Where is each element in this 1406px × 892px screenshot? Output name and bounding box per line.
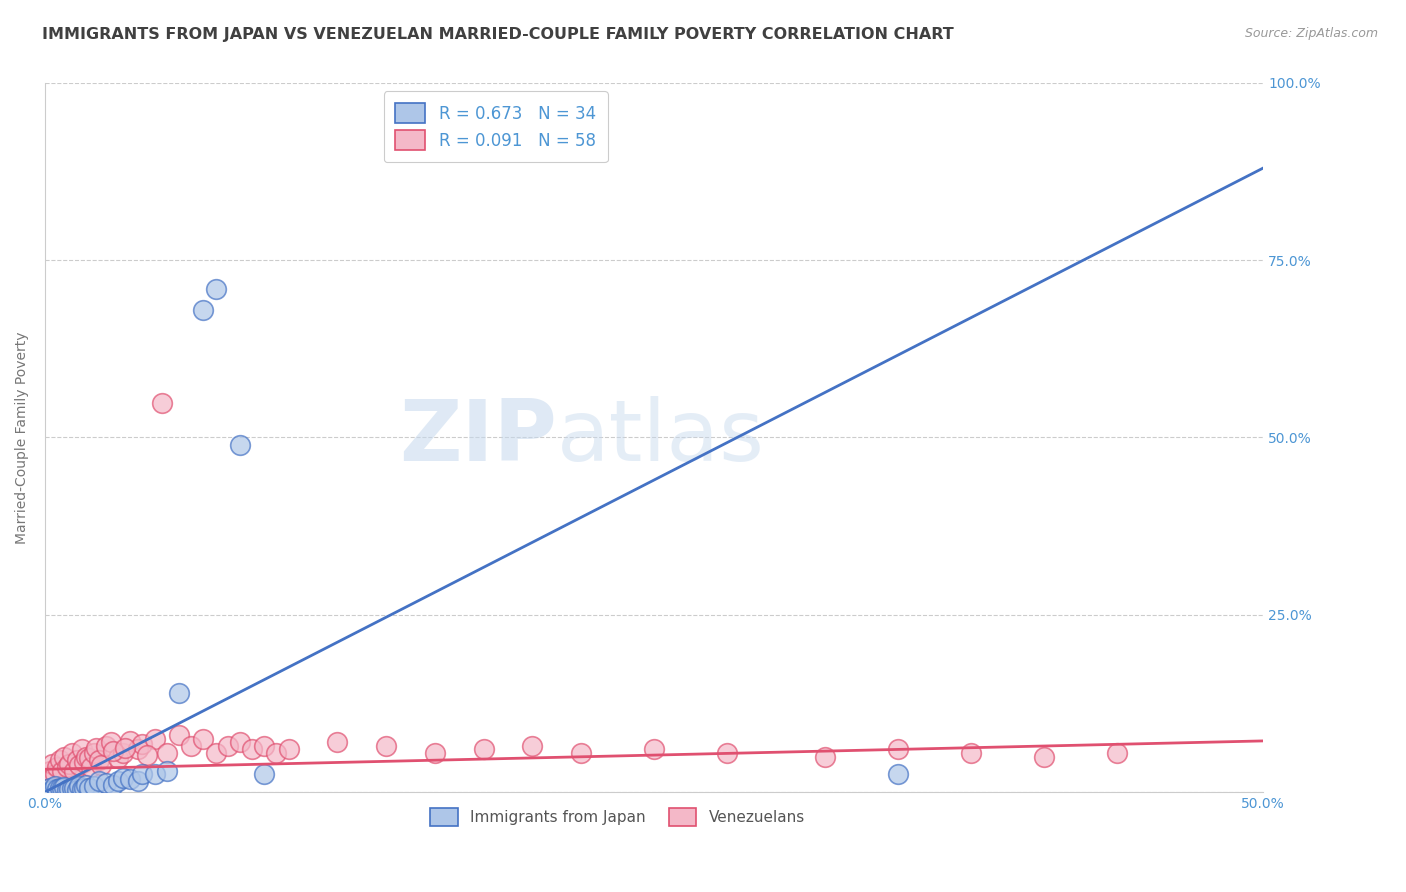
Point bbox=[77, 781, 100, 796]
Point bbox=[58, 756, 80, 771]
Point bbox=[77, 751, 100, 765]
Point bbox=[48, 753, 70, 767]
Point bbox=[167, 686, 190, 700]
Point bbox=[87, 753, 110, 767]
Point bbox=[217, 739, 239, 753]
Point bbox=[73, 755, 96, 769]
Point bbox=[100, 735, 122, 749]
Point bbox=[87, 774, 110, 789]
Point bbox=[326, 735, 349, 749]
Point bbox=[150, 396, 173, 410]
Text: Source: ZipAtlas.com: Source: ZipAtlas.com bbox=[1244, 27, 1378, 40]
Point bbox=[240, 742, 263, 756]
Point bbox=[67, 779, 90, 793]
Legend: Immigrants from Japan, Venezuelans: Immigrants from Japan, Venezuelans bbox=[423, 800, 813, 834]
Text: ZIP: ZIP bbox=[399, 396, 557, 479]
Point bbox=[60, 780, 83, 795]
Point bbox=[70, 742, 93, 756]
Point bbox=[643, 742, 665, 756]
Point bbox=[204, 746, 226, 760]
Point bbox=[887, 742, 910, 756]
Point bbox=[46, 760, 69, 774]
Point bbox=[38, 764, 60, 778]
Point bbox=[253, 767, 276, 781]
Point bbox=[63, 781, 86, 796]
Point bbox=[253, 739, 276, 753]
Text: atlas: atlas bbox=[557, 396, 765, 479]
Point bbox=[136, 748, 159, 763]
Point bbox=[569, 746, 592, 760]
Point bbox=[51, 781, 73, 796]
Point bbox=[229, 735, 252, 749]
Point bbox=[131, 767, 153, 781]
Point bbox=[423, 746, 446, 760]
Point bbox=[472, 742, 495, 756]
Point bbox=[41, 782, 63, 797]
Point bbox=[60, 746, 83, 760]
Point bbox=[193, 302, 215, 317]
Point bbox=[83, 746, 105, 760]
Point bbox=[1105, 746, 1128, 760]
Point bbox=[204, 281, 226, 295]
Point bbox=[94, 776, 117, 790]
Point bbox=[107, 751, 129, 765]
Point bbox=[46, 782, 69, 797]
Point bbox=[51, 764, 73, 778]
Point bbox=[107, 774, 129, 789]
Point bbox=[120, 734, 142, 748]
Point bbox=[375, 739, 398, 753]
Point bbox=[103, 744, 125, 758]
Point bbox=[229, 437, 252, 451]
Point bbox=[111, 771, 134, 785]
Point bbox=[522, 739, 544, 753]
Point bbox=[70, 782, 93, 797]
Point bbox=[63, 764, 86, 778]
Point bbox=[143, 731, 166, 746]
Point bbox=[53, 780, 76, 794]
Point bbox=[111, 746, 134, 760]
Point bbox=[56, 760, 79, 774]
Point bbox=[44, 767, 66, 781]
Text: IMMIGRANTS FROM JAPAN VS VENEZUELAN MARRIED-COUPLE FAMILY POVERTY CORRELATION CH: IMMIGRANTS FROM JAPAN VS VENEZUELAN MARR… bbox=[42, 27, 953, 42]
Point bbox=[959, 746, 981, 760]
Point bbox=[67, 758, 90, 772]
Point bbox=[716, 746, 738, 760]
Point bbox=[180, 739, 202, 753]
Point bbox=[103, 778, 125, 792]
Point bbox=[193, 731, 215, 746]
Point bbox=[66, 782, 89, 797]
Point bbox=[131, 737, 153, 751]
Point bbox=[167, 728, 190, 742]
Point bbox=[127, 774, 149, 789]
Point bbox=[56, 782, 79, 797]
Point bbox=[73, 780, 96, 795]
Point bbox=[84, 741, 107, 756]
Point bbox=[114, 741, 136, 756]
Point bbox=[143, 767, 166, 781]
Point bbox=[44, 779, 66, 793]
Point bbox=[127, 742, 149, 756]
Point bbox=[53, 749, 76, 764]
Point bbox=[814, 749, 837, 764]
Point bbox=[156, 764, 179, 778]
Point bbox=[66, 753, 89, 767]
Point bbox=[887, 767, 910, 781]
Point bbox=[83, 779, 105, 793]
Point bbox=[38, 781, 60, 796]
Point bbox=[48, 780, 70, 795]
Point bbox=[266, 746, 288, 760]
Point bbox=[90, 758, 112, 772]
Y-axis label: Married-Couple Family Poverty: Married-Couple Family Poverty bbox=[15, 331, 30, 544]
Point bbox=[80, 760, 103, 774]
Point bbox=[277, 742, 299, 756]
Point bbox=[58, 782, 80, 797]
Point bbox=[120, 772, 142, 787]
Point bbox=[1032, 749, 1054, 764]
Point bbox=[94, 739, 117, 753]
Point bbox=[41, 756, 63, 771]
Point bbox=[156, 746, 179, 760]
Point bbox=[75, 778, 97, 792]
Point bbox=[75, 749, 97, 764]
